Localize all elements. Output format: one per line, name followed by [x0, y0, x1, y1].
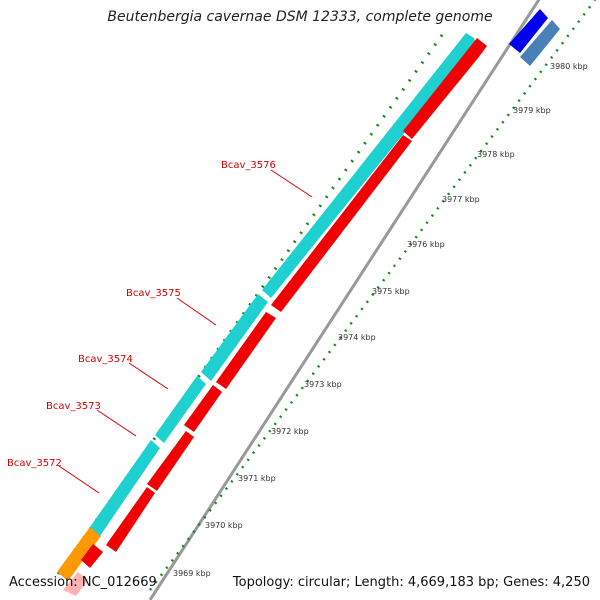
scale-label: 3972 kbp	[271, 427, 309, 436]
cds-arrow	[216, 312, 276, 389]
cds-arrow	[403, 38, 487, 139]
gene-bar	[262, 33, 476, 298]
scale-label: 3974 kbp	[338, 333, 376, 342]
scale-label: 3978 kbp	[477, 150, 515, 159]
topology-text: Topology: circular; Length: 4,669,183 bp…	[232, 575, 590, 590]
scale-label: 3979 kbp	[513, 106, 551, 115]
cds-arrow	[106, 487, 155, 552]
genome-title: Beutenbergia cavernae DSM 12333, complet…	[107, 9, 493, 25]
gene-bar	[90, 440, 160, 536]
cds-arrow	[81, 544, 103, 568]
pink-feature	[63, 572, 88, 596]
gene-leader	[96, 409, 137, 437]
scale-label: 3975 kbp	[372, 287, 410, 296]
scale-label: 3970 kbp	[205, 521, 243, 530]
gene-leader	[270, 169, 313, 198]
gene-bar	[201, 294, 268, 381]
steel-blue-feature	[520, 20, 560, 66]
gene-leader	[58, 465, 100, 494]
cds-arrow	[184, 385, 222, 432]
cds-arrow	[147, 431, 194, 491]
scale-label: 3971 kbp	[238, 474, 276, 483]
cds-arrow	[271, 135, 412, 312]
gene-label: Bcav_3574	[78, 354, 133, 365]
scale-dots	[149, 0, 596, 591]
gene-label: Bcav_3575	[126, 288, 181, 299]
scale-label: 3976 kbp	[407, 240, 445, 249]
scale-label: 3973 kbp	[304, 380, 342, 389]
genome-backbone	[148, 0, 541, 600]
blue-feature	[509, 9, 548, 53]
scale-label: 3969 kbp	[173, 569, 211, 578]
gene-leader	[176, 297, 217, 326]
gene-leader	[128, 362, 169, 390]
scale-label: 3977 kbp	[442, 195, 480, 204]
scale-label: 3980 kbp	[550, 62, 588, 71]
accession-text: Accession: NC_012669	[9, 575, 157, 590]
gene-label: Bcav_3576	[221, 160, 276, 171]
gene-bar	[155, 376, 206, 443]
gene-track	[90, 33, 476, 536]
orange-feature	[57, 527, 101, 581]
cds-track	[81, 38, 487, 568]
gene-label: Bcav_3573	[46, 401, 101, 412]
gene-label: Bcav_3572	[7, 458, 62, 469]
